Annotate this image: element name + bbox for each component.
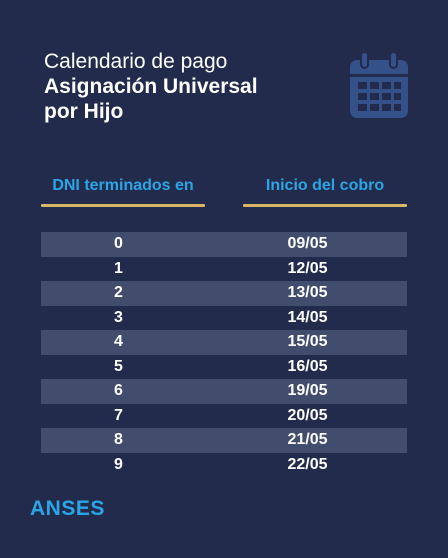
- dni-cell: 9: [114, 455, 123, 473]
- dni-cell: 4: [114, 333, 123, 351]
- table-row: 8 21/05: [41, 428, 407, 453]
- payment-table: 0 09/05 1 12/05 2 13/05 3 14/05 4 15/05 …: [41, 232, 407, 477]
- table-row: 9 22/05: [41, 453, 407, 478]
- table-row: 1 12/05: [41, 257, 407, 282]
- date-cell: 19/05: [287, 382, 328, 400]
- table-row: 2 13/05: [41, 281, 407, 306]
- title-line-3: por Hijo: [44, 100, 124, 123]
- dni-cell: 1: [114, 259, 123, 277]
- table-row: 3 14/05: [41, 306, 407, 331]
- dni-cell: 3: [114, 308, 123, 326]
- anses-logo: ANSES: [30, 497, 105, 520]
- calendar-icon: [350, 52, 408, 118]
- column-header-dni: DNI terminados en: [52, 177, 194, 194]
- dni-cell: 5: [114, 357, 123, 375]
- dni-cell: 2: [114, 284, 123, 302]
- dni-cell: 6: [114, 382, 123, 400]
- date-cell: 21/05: [287, 431, 328, 449]
- table-row: 0 09/05: [41, 232, 407, 257]
- table-row: 6 19/05: [41, 379, 407, 404]
- date-cell: 12/05: [287, 259, 328, 277]
- table-row: 4 15/05: [41, 330, 407, 355]
- column-header-date: Inicio del cobro: [265, 177, 385, 194]
- title-line-1: Calendario de pago: [44, 50, 228, 73]
- date-cell: 15/05: [287, 333, 328, 351]
- date-cell: 20/05: [287, 406, 328, 424]
- title-line-2: Asignación Universal: [44, 75, 258, 98]
- dni-cell: 7: [114, 406, 123, 424]
- dni-cell: 0: [114, 235, 123, 253]
- header-underline-date: [243, 204, 407, 207]
- dni-cell: 8: [114, 431, 123, 449]
- date-cell: 13/05: [287, 284, 328, 302]
- title-block: Calendario de pago Asignación Universal …: [44, 50, 258, 124]
- date-cell: 16/05: [287, 357, 328, 375]
- table-row: 7 20/05: [41, 404, 407, 429]
- header-underline-dni: [41, 204, 205, 207]
- date-cell: 09/05: [287, 235, 328, 253]
- table-row: 5 16/05: [41, 355, 407, 380]
- date-cell: 22/05: [287, 455, 328, 473]
- date-cell: 14/05: [287, 308, 328, 326]
